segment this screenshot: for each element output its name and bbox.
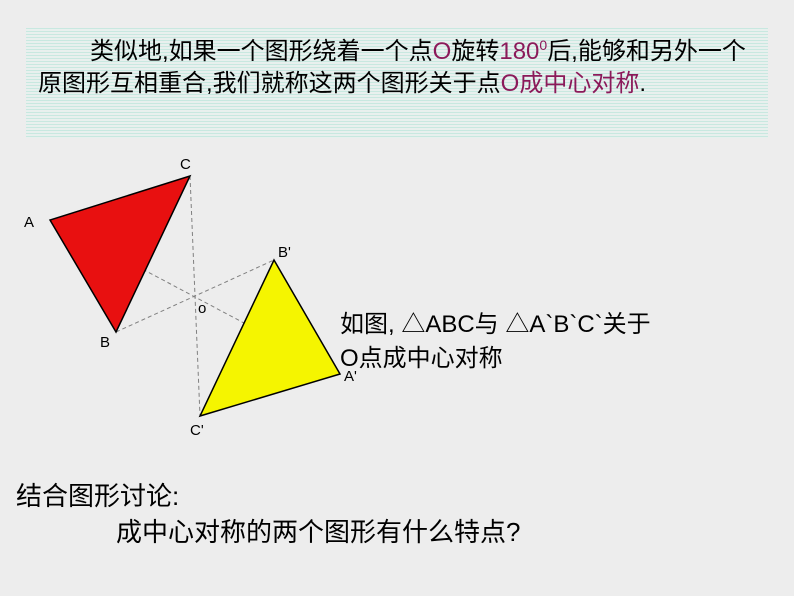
discussion-line1: 结合图形讨论: <box>16 481 179 511</box>
caption-text: 如图, △ABC与 △A`B`C`关于 O点成中心对称 <box>340 308 651 375</box>
caption-line1: 如图, △ABC与 △A`B`C`关于 <box>340 311 651 338</box>
label-Cprime: C' <box>190 422 204 439</box>
header-180: 180 <box>499 38 539 65</box>
label-A: A <box>24 214 34 231</box>
discussion-line2: 成中心对称的两个图形有什么特点? <box>116 517 520 547</box>
header-paragraph: 类似地,如果一个图形绕着一个点O旋转1800后,能够和另外一个原图形互相重合,我… <box>38 36 756 101</box>
header-part1: 类似地,如果一个图形绕着一个点 <box>90 38 433 65</box>
header-O2: O <box>501 70 520 97</box>
label-C: C <box>180 156 191 173</box>
header-period: . <box>639 70 646 97</box>
caption-line2: O点成中心对称 <box>340 345 503 372</box>
header-O1: O <box>433 38 452 65</box>
line-C-Cprime <box>190 176 200 416</box>
diagram-container: A B C A' B' C' o <box>22 152 382 462</box>
discussion-text: 结合图形讨论: 成中心对称的两个图形有什么特点? <box>16 478 520 551</box>
label-Bprime: B' <box>278 244 291 261</box>
header-part2: 旋转 <box>451 38 499 65</box>
label-B: B <box>100 334 110 351</box>
triangle-AprimeBprimeCprime <box>200 260 340 416</box>
label-O: o <box>198 300 206 317</box>
triangle-ABC <box>50 176 190 332</box>
header-text-box: 类似地,如果一个图形绕着一个点O旋转1800后,能够和另外一个原图形互相重合,我… <box>26 28 768 138</box>
header-part4: 成中心对称 <box>519 70 639 97</box>
